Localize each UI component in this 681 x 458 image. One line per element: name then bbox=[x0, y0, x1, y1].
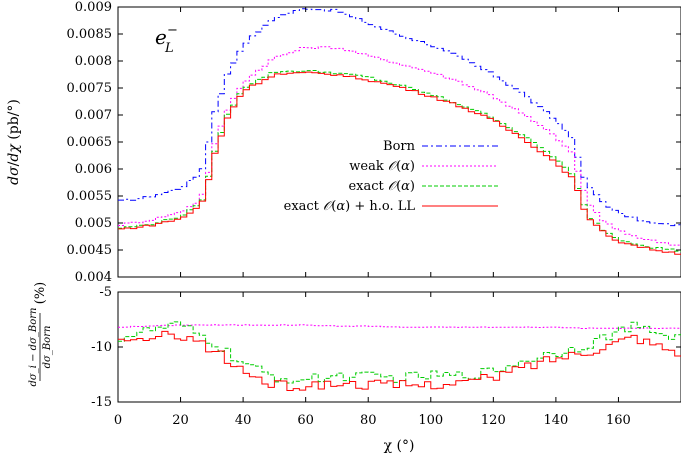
legend-label-born: Born bbox=[383, 139, 416, 154]
top-series-line-3 bbox=[118, 71, 681, 255]
bottom-y-ticks: -5 -10 -15 bbox=[91, 285, 681, 410]
x-tick-label: 120 bbox=[481, 413, 506, 428]
legend: Born weak 𝒪(α) exact 𝒪(α) exact 𝒪(α) + h… bbox=[284, 139, 498, 214]
svg-text:L: L bbox=[164, 41, 174, 56]
top-y-tick-label: 0.0085 bbox=[67, 27, 113, 42]
x-ticks: 0 20 40 60 80 100 120 140 160 bbox=[114, 7, 631, 428]
bottom-series-line-0 bbox=[118, 324, 681, 329]
top-y-tick-label: 0.008 bbox=[75, 54, 112, 69]
legend-label-exact-holl: exact 𝒪(α) + h.o. LL bbox=[284, 199, 416, 214]
svg-text:dσ_Born: dσ_Born bbox=[42, 326, 53, 369]
legend-label-exact: exact 𝒪(α) bbox=[348, 179, 415, 194]
legend-label-weak: weak 𝒪(α) bbox=[349, 159, 415, 174]
svg-text:−: − bbox=[167, 23, 178, 38]
svg-text:e: e bbox=[155, 25, 167, 49]
x-tick-label: 160 bbox=[606, 413, 631, 428]
bottom-series-group bbox=[118, 321, 681, 391]
bottom-series-line-1 bbox=[118, 321, 681, 384]
top-y-tick-label: 0.005 bbox=[75, 216, 112, 231]
top-y-tick-label: 0.007 bbox=[75, 108, 112, 123]
bottom-y-tick-label: -5 bbox=[99, 285, 112, 300]
top-y-tick-label: 0.004 bbox=[75, 270, 112, 285]
x-tick-label: 60 bbox=[297, 413, 314, 428]
top-y-tick-label: 0.009 bbox=[75, 0, 112, 15]
top-series-line-1 bbox=[118, 46, 681, 246]
top-y-tick-label: 0.0055 bbox=[67, 189, 113, 204]
x-tick-label: 140 bbox=[543, 413, 568, 428]
bottom-y-tick-label: -15 bbox=[91, 395, 112, 410]
bottom-series-line-2 bbox=[118, 330, 681, 391]
top-y-ticks: 0.004 0.0045 0.005 0.0055 0.006 0.0065 0.007 0.… bbox=[67, 0, 681, 285]
x-tick-label: 40 bbox=[235, 413, 252, 428]
bottom-y-tick-label: -10 bbox=[91, 340, 112, 355]
svg-text:dσ_i − dσ_Born: dσ_i − dσ_Born bbox=[28, 308, 39, 387]
top-y-tick-label: 0.006 bbox=[75, 162, 112, 177]
x-tick-label: 100 bbox=[418, 413, 443, 428]
top-y-tick-label: 0.0045 bbox=[67, 243, 113, 258]
x-tick-label: 80 bbox=[360, 413, 377, 428]
bottom-y-axis-label: dσ_i − dσ_Born dσ_Born (%) bbox=[28, 282, 53, 387]
panel-annotation: e − L bbox=[155, 23, 178, 56]
top-series-line-0 bbox=[118, 8, 681, 227]
top-y-axis-label: dσ/dχ (pb/°) bbox=[6, 99, 22, 185]
top-y-tick-label: 0.0065 bbox=[67, 135, 113, 150]
x-tick-label: 0 bbox=[114, 413, 122, 428]
top-series-group bbox=[118, 8, 681, 255]
x-axis-label: χ (°) bbox=[384, 438, 415, 454]
svg-text:(%): (%) bbox=[33, 282, 48, 305]
x-tick-label: 20 bbox=[172, 413, 189, 428]
top-y-tick-label: 0.0075 bbox=[67, 81, 113, 96]
